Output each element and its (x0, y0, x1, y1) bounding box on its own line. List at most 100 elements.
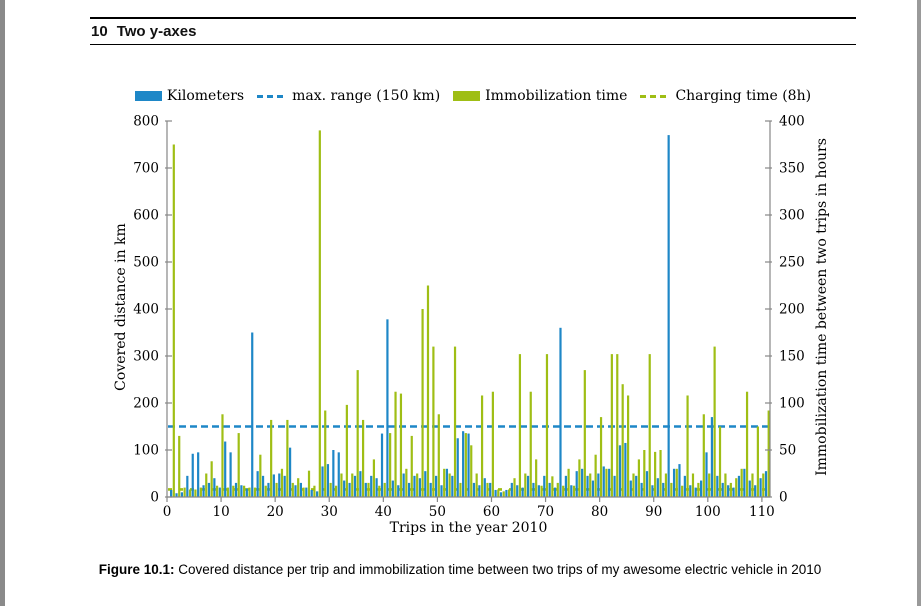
x-tick-label: 80 (591, 504, 608, 520)
x-tick-label: 30 (321, 504, 338, 520)
y-tick-label-left: 0 (150, 490, 159, 506)
bar-immobilization-time (416, 473, 419, 497)
bar-kilometers (429, 482, 432, 497)
bar-immobilization-time (664, 473, 668, 497)
bar-immobilization-time (248, 487, 251, 497)
bar-kilometers (256, 471, 259, 497)
bar-kilometers (640, 482, 643, 497)
bar-immobilization-time (713, 346, 716, 497)
bar-kilometers (413, 475, 416, 497)
y-tick-label-left: 100 (133, 443, 159, 459)
charging-dash-icon (640, 94, 671, 98)
bar-kilometers (737, 475, 741, 497)
y-tick-label-right: 250 (779, 255, 805, 271)
bar-immobilization-time (616, 354, 619, 497)
bar-kilometers (462, 431, 465, 497)
legend-item-immobilization: Immobilization time (453, 88, 627, 104)
bar-kilometers (207, 482, 211, 497)
bar-kilometers (537, 485, 540, 497)
figure-caption-text: Covered distance per trip and immobiliza… (174, 562, 822, 577)
bar-immobilization-time (599, 417, 603, 497)
bar-immobilization-time (556, 482, 559, 497)
y-tick-label-right: 150 (779, 349, 805, 365)
bar-immobilization-time (632, 473, 635, 497)
bar-kilometers (694, 487, 697, 497)
bar-immobilization-time (718, 426, 722, 497)
bar-kilometers (618, 445, 622, 497)
bar-kilometers (510, 482, 513, 497)
bar-immobilization-time (226, 487, 229, 497)
y-tick-label-left: 400 (133, 302, 159, 318)
bar-kilometers (483, 478, 486, 497)
bar-immobilization-time (307, 470, 311, 497)
bar-immobilization-time (502, 491, 505, 497)
bar-immobilization-time (675, 468, 678, 497)
bar-kilometers (418, 478, 421, 497)
bar-immobilization-time (475, 473, 478, 497)
bar-kilometers (754, 485, 757, 497)
bar-immobilization-time (508, 489, 511, 497)
bar-kilometers (689, 485, 692, 497)
legend-label: max. range (150 km) (292, 88, 441, 104)
bar-kilometers (505, 489, 508, 497)
bar-immobilization-time (605, 468, 608, 497)
bar-immobilization-time (291, 482, 294, 497)
bar-kilometers (672, 468, 676, 497)
bar-immobilization-time (648, 354, 651, 497)
y-tick-label-right: 50 (779, 443, 796, 459)
bar-immobilization-time (199, 487, 202, 497)
bar-kilometers (656, 478, 659, 497)
legend-item-charging: Charging time (8h) (640, 88, 811, 104)
bar-kilometers (407, 482, 411, 497)
bar-kilometers (224, 441, 227, 497)
bar-immobilization-time (724, 473, 727, 497)
x-tick-label: 20 (267, 504, 284, 520)
bar-immobilization-time (453, 346, 457, 497)
bar-immobilization-time (405, 468, 408, 497)
bar-kilometers (586, 475, 589, 497)
bar-kilometers (456, 438, 459, 497)
legend-label: Kilometers (166, 88, 245, 104)
bar-kilometers (581, 468, 584, 497)
bar-immobilization-time (513, 478, 516, 497)
bar-kilometers (278, 473, 281, 497)
bar-immobilization-time (702, 414, 705, 497)
bar-kilometers (553, 487, 557, 497)
bar-kilometers (764, 471, 768, 497)
bar-immobilization-time (221, 414, 224, 497)
bar-kilometers (575, 471, 578, 497)
bar-immobilization-time (215, 485, 219, 497)
bar-kilometers (629, 480, 632, 497)
bar-immobilization-time (329, 482, 332, 497)
header-rule-top (90, 17, 856, 19)
bar-immobilization-time (643, 450, 646, 497)
bar-kilometers (321, 466, 324, 497)
bar-immobilization-time (356, 370, 359, 497)
bar-kilometers (727, 485, 730, 497)
bar-immobilization-time (324, 410, 327, 497)
x-tick-label: 10 (212, 504, 229, 520)
x-tick-label: 100 (695, 504, 721, 520)
bar-immobilization-time (751, 473, 754, 497)
y-axis-title-right: Immobilization time between two trips in… (814, 138, 830, 476)
bar-kilometers (424, 471, 427, 497)
bar-kilometers (451, 475, 454, 497)
bar-kilometers (516, 485, 519, 497)
bar-immobilization-time (345, 404, 348, 497)
bar-kilometers (564, 475, 567, 497)
bar-kilometers (370, 475, 373, 497)
bar-kilometers (532, 482, 535, 497)
bar-immobilization-time (470, 445, 473, 497)
bar-kilometers (559, 327, 562, 497)
bar-kilometers (386, 319, 389, 497)
bar-immobilization-time (497, 489, 500, 497)
bar-immobilization-time (540, 485, 543, 497)
bar-immobilization-time (740, 468, 743, 497)
bar-immobilization-time (432, 346, 435, 497)
bar-kilometers (348, 482, 351, 497)
bar-kilometers (732, 487, 735, 497)
bar-immobilization-time (729, 482, 732, 497)
y-tick-label-left: 300 (133, 349, 159, 365)
bar-immobilization-time (659, 450, 662, 497)
